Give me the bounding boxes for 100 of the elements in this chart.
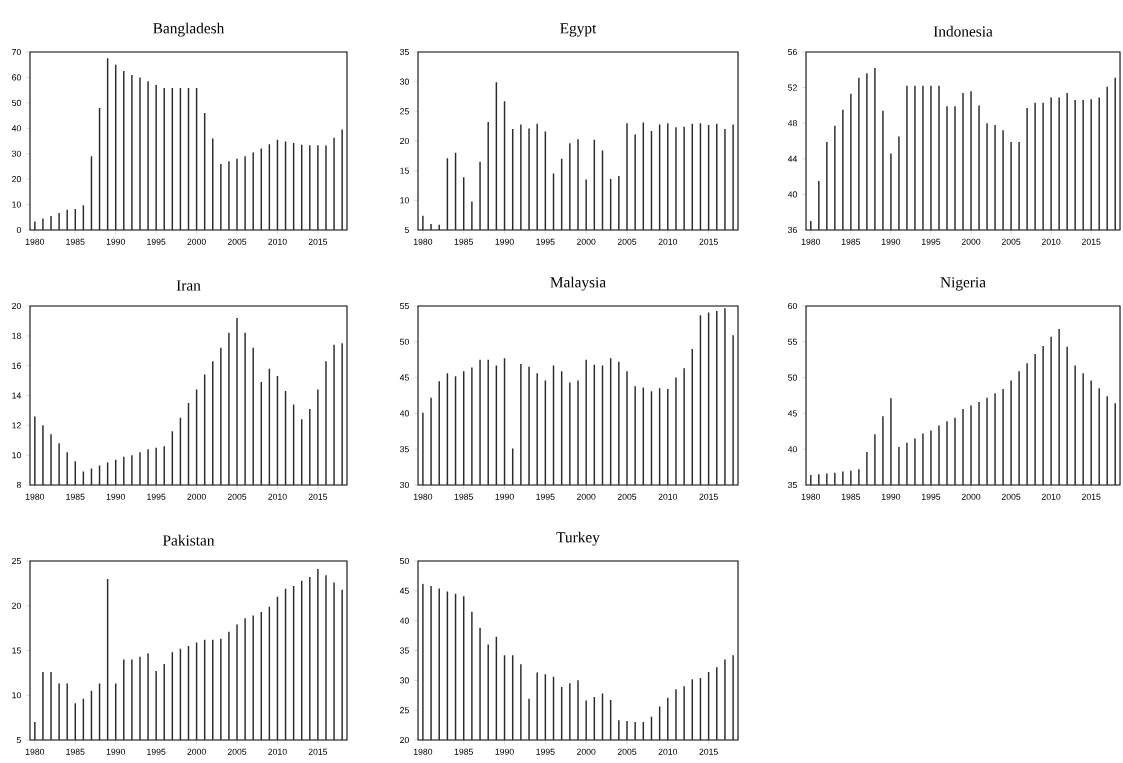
y-tick-label: 25	[400, 707, 409, 714]
x-tick-label: 2010	[658, 238, 678, 245]
x-tick-label: 2005	[1001, 493, 1021, 500]
x-tick-label: 2005	[617, 748, 637, 755]
x-tick-label: 1995	[536, 493, 555, 500]
x-tick-label: 1980	[25, 238, 45, 245]
x-tick-label: 1990	[106, 238, 126, 245]
y-tick-label: 52	[788, 84, 797, 91]
x-tick-label: 1995	[147, 238, 166, 245]
x-tick-label: 1985	[66, 238, 85, 245]
x-tick-label: 1995	[922, 493, 941, 500]
x-tick-label: 2010	[268, 238, 287, 245]
y-tick-label: 20	[12, 602, 21, 609]
y-tick-label: 20	[400, 736, 409, 744]
y-tick-label: 14	[12, 392, 22, 399]
y-tick-label: 50	[400, 338, 409, 345]
y-tick-label: 50	[12, 99, 21, 106]
y-tick-label: 15	[400, 167, 409, 174]
x-tick-label: 1985	[454, 748, 473, 755]
y-tick-label: 20	[12, 176, 21, 183]
y-tick-label: 45	[399, 587, 409, 594]
x-tick-label: 2000	[961, 493, 981, 500]
y-tick-label: 35	[399, 48, 409, 56]
y-tick-label: 10	[400, 197, 409, 204]
chart-title: Nigeria	[940, 277, 986, 291]
y-tick-label: 55	[788, 338, 797, 345]
x-tick-label: 1985	[841, 493, 861, 500]
x-tick-label: 1985	[841, 238, 861, 245]
y-tick-label: 40	[399, 617, 409, 624]
y-tick-label: 35	[399, 647, 409, 654]
chart-title: Malaysia	[550, 276, 606, 291]
y-tick-label: 60	[788, 302, 797, 310]
x-tick-label: 1985	[66, 748, 85, 755]
x-tick-label: 1990	[106, 748, 126, 755]
y-tick-label: 12	[12, 422, 21, 429]
x-tick-label: 1990	[106, 493, 126, 500]
y-tick-label: 8	[16, 481, 21, 489]
y-tick-label: 0	[16, 226, 21, 234]
x-tick-label: 2015	[1081, 493, 1101, 500]
y-tick-label: 25	[12, 557, 21, 565]
x-tick-label: 2000	[961, 238, 981, 245]
x-tick-label: 1985	[454, 238, 473, 245]
x-tick-label: 2000	[576, 748, 596, 755]
y-tick-label: 30	[11, 150, 21, 157]
x-tick-label: 2015	[699, 748, 718, 755]
x-tick-label: 2010	[268, 748, 287, 755]
x-tick-label: 1990	[881, 238, 901, 245]
x-tick-label: 2005	[617, 238, 637, 245]
y-tick-label: 5	[404, 226, 409, 234]
x-tick-label: 2000	[187, 493, 206, 500]
y-tick-label: 70	[12, 48, 21, 56]
x-tick-label: 1990	[881, 493, 901, 500]
y-tick-label: 35	[399, 446, 409, 453]
x-tick-label: 2015	[699, 238, 718, 245]
x-tick-label: 1995	[147, 493, 166, 500]
chart-title: Bangladesh	[153, 22, 225, 37]
y-tick-label: 30	[399, 677, 409, 684]
y-tick-label: 45	[399, 374, 409, 381]
x-tick-label: 1985	[454, 493, 473, 500]
x-tick-label: 1995	[922, 238, 941, 245]
y-tick-label: 44	[787, 155, 798, 162]
x-tick-label: 1990	[495, 493, 514, 500]
y-tick-label: 30	[399, 78, 409, 85]
x-tick-label: 1990	[495, 748, 514, 755]
x-tick-label: 1990	[495, 238, 514, 245]
x-tick-label: 2010	[1041, 493, 1061, 500]
x-tick-label: 2015	[308, 238, 328, 245]
x-tick-label: 2005	[1001, 238, 1021, 245]
y-tick-label: 40	[787, 191, 797, 198]
y-tick-label: 45	[787, 410, 797, 417]
x-tick-label: 2010	[268, 493, 287, 500]
x-tick-label: 2000	[187, 238, 206, 245]
y-tick-label: 16	[12, 362, 21, 369]
x-tick-label: 2000	[187, 748, 206, 755]
y-tick-label: 40	[787, 446, 797, 453]
x-tick-label: 1980	[801, 493, 821, 500]
y-tick-label: 36	[788, 226, 797, 234]
x-tick-label: 1995	[147, 748, 166, 755]
y-tick-label: 35	[788, 481, 797, 489]
y-tick-label: 60	[12, 74, 21, 81]
y-tick-label: 40	[11, 125, 21, 132]
x-tick-label: 1995	[536, 748, 555, 755]
x-tick-label: 1980	[801, 238, 821, 245]
chart-title: Turkey	[556, 531, 600, 546]
y-tick-label: 18	[12, 332, 21, 339]
x-tick-label: 2000	[576, 238, 596, 245]
x-tick-label: 2005	[227, 748, 247, 755]
y-tick-label: 50	[400, 557, 409, 565]
x-tick-label: 1980	[413, 493, 433, 500]
x-tick-label: 2015	[308, 748, 328, 755]
chart-title: Egypt	[560, 23, 597, 37]
y-tick-label: 48	[787, 120, 797, 127]
y-tick-label: 10	[12, 692, 21, 699]
x-tick-label: 2005	[227, 493, 247, 500]
x-tick-label: 2000	[576, 493, 596, 500]
x-tick-label: 1980	[25, 493, 45, 500]
x-tick-label: 2010	[1041, 238, 1061, 245]
y-tick-label: 56	[788, 48, 797, 56]
y-tick-label: 20	[12, 302, 21, 310]
x-tick-label: 1980	[413, 238, 433, 245]
